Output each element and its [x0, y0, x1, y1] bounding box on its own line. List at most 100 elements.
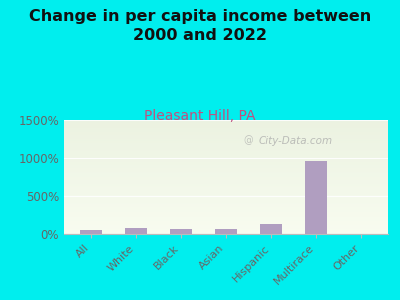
- Bar: [64, 198, 388, 199]
- Bar: [64, 135, 388, 136]
- Bar: [64, 193, 388, 194]
- Bar: [64, 133, 388, 134]
- Bar: [64, 161, 388, 162]
- Bar: [64, 187, 388, 188]
- Bar: [64, 199, 388, 200]
- Bar: [64, 224, 388, 225]
- Bar: [64, 149, 388, 150]
- Bar: [64, 164, 388, 165]
- Bar: [64, 143, 388, 144]
- Bar: [64, 151, 388, 152]
- Bar: [64, 228, 388, 229]
- Bar: [64, 150, 388, 151]
- Bar: [64, 184, 388, 185]
- Bar: [64, 190, 388, 191]
- Bar: [64, 142, 388, 143]
- Bar: [64, 182, 388, 183]
- Bar: [64, 203, 388, 204]
- Bar: [64, 218, 388, 219]
- Bar: [64, 179, 388, 180]
- Bar: [64, 166, 388, 167]
- Bar: [64, 219, 388, 220]
- Bar: [64, 139, 388, 140]
- Bar: [64, 222, 388, 223]
- Bar: [64, 160, 388, 161]
- Bar: [64, 208, 388, 209]
- Bar: [64, 201, 388, 202]
- Bar: [64, 195, 388, 196]
- Bar: [64, 188, 388, 189]
- Bar: [64, 141, 388, 142]
- Bar: [64, 145, 388, 146]
- Bar: [64, 225, 388, 226]
- Bar: [64, 177, 388, 178]
- Bar: [64, 206, 388, 207]
- Bar: [64, 155, 388, 156]
- Bar: [64, 194, 388, 195]
- Bar: [64, 167, 388, 168]
- Bar: [305, 161, 327, 234]
- Bar: [64, 154, 388, 155]
- Bar: [64, 223, 388, 224]
- Bar: [64, 176, 388, 177]
- Bar: [64, 140, 388, 141]
- Bar: [64, 162, 388, 163]
- Bar: [64, 207, 388, 208]
- Bar: [64, 131, 388, 132]
- Bar: [64, 128, 388, 129]
- Bar: [64, 214, 388, 215]
- Bar: [80, 230, 102, 234]
- Bar: [64, 221, 388, 222]
- Text: Pleasant Hill, PA: Pleasant Hill, PA: [144, 110, 256, 124]
- Bar: [64, 212, 388, 213]
- Bar: [64, 192, 388, 193]
- Bar: [64, 200, 388, 201]
- Bar: [64, 144, 388, 145]
- Bar: [64, 180, 388, 181]
- Bar: [64, 191, 388, 192]
- Bar: [64, 178, 388, 179]
- Bar: [125, 228, 147, 234]
- Bar: [64, 226, 388, 227]
- Text: @: @: [244, 136, 254, 146]
- Bar: [64, 231, 388, 232]
- Bar: [64, 173, 388, 174]
- Bar: [64, 168, 388, 169]
- Bar: [64, 169, 388, 170]
- Bar: [64, 216, 388, 217]
- Bar: [64, 125, 388, 126]
- Bar: [64, 165, 388, 166]
- Bar: [64, 122, 388, 123]
- Bar: [64, 233, 388, 234]
- Bar: [64, 197, 388, 198]
- Bar: [64, 232, 388, 233]
- Bar: [64, 230, 388, 231]
- Bar: [64, 183, 388, 184]
- Bar: [64, 172, 388, 173]
- Bar: [170, 230, 192, 234]
- Bar: [64, 148, 388, 149]
- Bar: [64, 152, 388, 153]
- Bar: [64, 213, 388, 214]
- Bar: [64, 134, 388, 135]
- Bar: [64, 209, 388, 210]
- Bar: [64, 126, 388, 127]
- Text: City-Data.com: City-Data.com: [258, 136, 332, 146]
- Bar: [64, 175, 388, 176]
- Bar: [64, 137, 388, 138]
- Bar: [215, 229, 237, 234]
- Bar: [64, 124, 388, 125]
- Bar: [64, 171, 388, 172]
- Bar: [64, 229, 388, 230]
- Bar: [64, 211, 388, 212]
- Bar: [64, 156, 388, 157]
- Bar: [64, 163, 388, 164]
- Bar: [64, 174, 388, 175]
- Bar: [64, 158, 388, 159]
- Bar: [64, 146, 388, 147]
- Bar: [64, 220, 388, 221]
- Bar: [64, 153, 388, 154]
- Bar: [64, 181, 388, 182]
- Bar: [64, 186, 388, 187]
- Bar: [64, 121, 388, 122]
